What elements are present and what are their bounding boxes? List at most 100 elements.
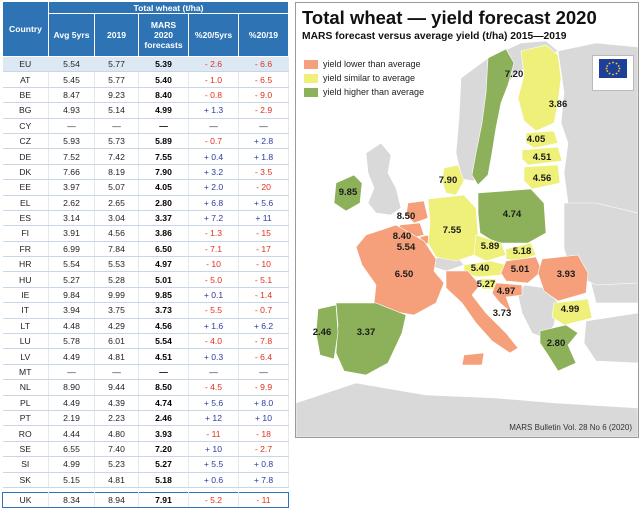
table-cell-c: CZ (2, 133, 49, 150)
table-cell-f: 9.85 (138, 287, 189, 304)
pct-5yrs-header: %20/5yrs (188, 13, 239, 57)
map-value-label: 7.90 (439, 175, 458, 186)
table-cell-f: 5.89 (138, 133, 189, 150)
table-cell-p5: + 3.2 (188, 164, 239, 181)
table-row: PL 4.49 4.39 4.74 + 5.6 + 8.0 (2, 395, 290, 411)
table-cell-c: UK (2, 491, 49, 508)
table-cell-p19: - 2.7 (238, 441, 290, 458)
table-cell-p19: + 10 (238, 410, 290, 427)
map-panel: 7.20 3.86 4.05 4.51 4.56 7.90 9.85 8.50 8.40 5.54… (295, 2, 639, 438)
map-region-lithuania (523, 164, 561, 190)
map-value-label: 8.50 (397, 211, 416, 222)
table-cell-f: 7.20 (138, 441, 189, 458)
map-value-label: 3.73 (493, 308, 512, 319)
table-cell-c: PT (2, 410, 49, 427)
table-cell-p5: - 0.7 (188, 133, 239, 150)
table-cell-p19: - 7.8 (238, 333, 290, 350)
europe-map: 7.20 3.86 4.05 4.51 4.56 7.90 9.85 8.50 8.405.54… (296, 3, 638, 437)
table-cell-avg: 4.49 (48, 395, 95, 411)
table-cell-avg: 8.90 (48, 379, 95, 396)
table-row: FI 3.91 4.56 3.86- 1.3- 15 (2, 225, 290, 242)
map-value-label: 4.97 (497, 286, 516, 297)
table-cell-avg: — (48, 364, 95, 381)
table-cell-p5: + 10 (188, 441, 239, 458)
table-cell-avg: 8.34 (48, 491, 95, 508)
table-cell-p5: - 7.1 (188, 241, 239, 258)
table-cell-y19: 8.19 (94, 164, 139, 181)
table-row: AT 5.45 5.77 5.40- 1.0- 6.5 (2, 71, 290, 88)
table-cell-f: — (138, 364, 189, 381)
table-row: FR 6.99 7.84 6.50- 7.1- 17 (2, 241, 290, 258)
table-row: EU 5.54 5.77 5.39- 2.6- 6.6 (2, 56, 290, 73)
table-cell-c: SK (2, 472, 49, 488)
eu-commission-logo (592, 55, 634, 91)
table-cell-f: 7.91 (138, 491, 189, 508)
map-value-label: 5.54 (397, 242, 416, 253)
table-cell-avg: 4.48 (48, 318, 95, 335)
table-cell-y19: 5.07 (94, 179, 139, 196)
table-cell-y19: 5.23 (94, 456, 139, 473)
table-cell-p5: + 1.6 (188, 318, 239, 335)
table-cell-c: BE (2, 87, 49, 104)
table-cell-c: SI (2, 456, 49, 473)
table-cell-f: 4.99 (138, 102, 189, 119)
table-row: IT 3.94 3.75 3.73- 5.5- 0.7 (2, 302, 290, 319)
table-cell-f: 3.37 (138, 210, 189, 227)
table-cell-p19: — (238, 118, 290, 134)
table-row: EE 3.97 5.07 4.05 + 2.0- 20 (2, 179, 290, 196)
table-cell-p5: - 5.0 (188, 271, 239, 288)
table-cell-y19: 5.28 (94, 271, 139, 288)
table-cell-p5: + 0.4 (188, 148, 239, 165)
map-region-portugal (315, 304, 339, 360)
table-cell-c: EL (2, 195, 49, 211)
table-cell-avg: 5.54 (48, 256, 95, 273)
table-cell-avg: 5.54 (48, 56, 95, 73)
table-cell-p19: + 2.8 (238, 133, 290, 150)
table-cell-p19: - 9.9 (238, 379, 290, 396)
table-row: LT 4.48 4.29 4.56 + 1.6 + 6.2 (2, 318, 290, 335)
map-region-nonEU-turkey (583, 312, 638, 364)
table-cell-p19: - 0.7 (238, 302, 290, 319)
table-row: BE 8.47 9.23 8.40- 0.8- 9.0 (2, 87, 290, 104)
table-cell-p5: + 1.3 (188, 102, 239, 119)
table-cell-c: IE (2, 287, 49, 304)
table-cell-c: SE (2, 441, 49, 458)
table-row: HU 5.27 5.28 5.01- 5.0- 5.1 (2, 271, 290, 288)
table-cell-avg: 7.52 (48, 148, 95, 165)
table-cell-f: 6.50 (138, 241, 189, 258)
table-cell-y19: 8.94 (94, 491, 139, 508)
legend-item-higher: yield higher than average (304, 86, 424, 98)
table-cell-p5: — (188, 118, 239, 134)
table-cell-f: 2.46 (138, 410, 189, 427)
table-cell-avg: 3.97 (48, 179, 95, 196)
map-value-label: 5.89 (481, 241, 500, 252)
table-cell-p19: - 6.4 (238, 348, 290, 365)
table-cell-p5: + 5.6 (188, 395, 239, 411)
table-cell-p19: + 6.2 (238, 318, 290, 335)
table-cell-y19: 4.39 (94, 395, 139, 411)
table-cell-f: 4.05 (138, 179, 189, 196)
table-cell-y19: 4.29 (94, 318, 139, 335)
map-value-label: 7.20 (505, 69, 524, 80)
map-region-finland (517, 44, 562, 132)
table-cell-c: LT (2, 318, 49, 335)
table-cell-p5: + 6.8 (188, 195, 239, 211)
table-cell-y19: 5.73 (94, 133, 139, 150)
table-cell-f: 4.51 (138, 348, 189, 365)
table-cell-f: 4.56 (138, 318, 189, 335)
table-cell-avg: 4.93 (48, 102, 95, 119)
table-cell-c: CY (2, 118, 49, 134)
table-cell-y19: 7.40 (94, 441, 139, 458)
table-cell-f: 7.90 (138, 164, 189, 181)
table-row: EL 2.62 2.65 2.80 + 6.8 + 5.6 (2, 195, 290, 211)
table-cell-p5: + 7.2 (188, 210, 239, 227)
table-cell-c: LU (2, 333, 49, 350)
country-header: Country (2, 1, 49, 57)
table-cell-avg: 4.99 (48, 456, 95, 473)
table-cell-p5: - 5.5 (188, 302, 239, 319)
table-cell-avg: 5.45 (48, 71, 95, 88)
map-region-estonia (525, 130, 559, 149)
table-cell-y19: 9.23 (94, 87, 139, 104)
table-cell-p19: - 6.5 (238, 71, 290, 88)
table-row: IE 9.84 9.99 9.85 + 0.1- 1.4 (2, 287, 290, 304)
